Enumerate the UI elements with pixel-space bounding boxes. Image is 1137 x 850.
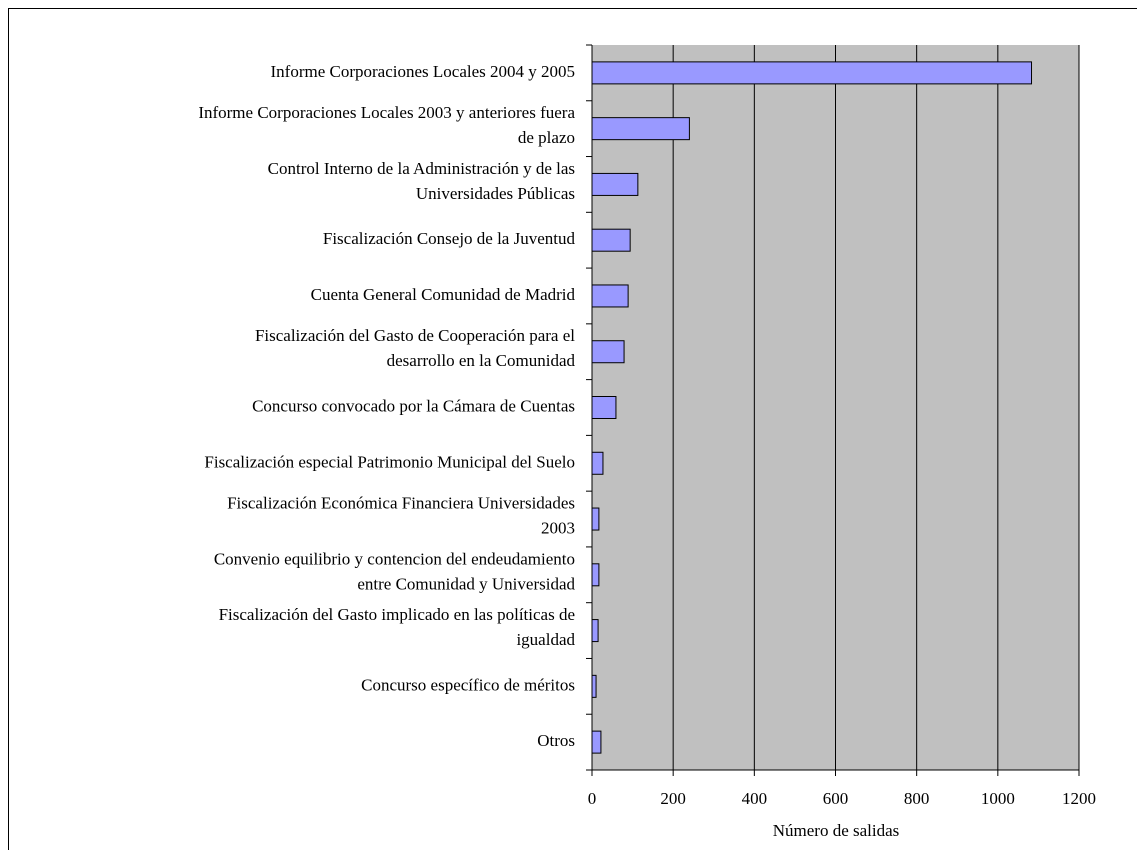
y-tick-label: Convenio equilibrio y contencion del end… [214, 549, 576, 593]
bar [591, 451, 604, 475]
bar [591, 730, 602, 754]
x-tick-label: 400 [742, 789, 768, 808]
x-tick-label: 0 [588, 789, 597, 808]
y-tick-label: Otros [537, 731, 575, 750]
y-tick-label: Cuenta General Comunidad de Madrid [311, 285, 576, 304]
bar [591, 674, 597, 698]
x-tick-label: 800 [904, 789, 930, 808]
y-tick-label: Fiscalización Consejo de la Juventud [323, 229, 576, 248]
y-tick-label: Fiscalización Económica Financiera Unive… [227, 493, 575, 537]
bar [591, 619, 599, 643]
bar [591, 61, 1033, 85]
x-tick-label: 1000 [981, 789, 1015, 808]
y-tick-label: Fiscalización del Gasto de Cooperación p… [255, 326, 576, 370]
bar [591, 117, 690, 141]
y-tick-label: Control Interno de la Administración y d… [268, 159, 575, 203]
x-axis-title: Número de salidas [773, 821, 900, 840]
bar [591, 172, 639, 196]
bar [591, 396, 617, 419]
bar [591, 228, 631, 252]
bar [591, 340, 625, 364]
y-tick-label: Concurso convocado por la Cámara de Cuen… [252, 396, 575, 415]
y-tick-label: Concurso específico de méritos [361, 675, 575, 694]
frame [8, 8, 1137, 850]
x-tick-label: 200 [660, 789, 686, 808]
x-tick-label: 1200 [1062, 789, 1096, 808]
bar [591, 284, 629, 308]
y-tick-label: Fiscalización del Gasto implicado en las… [219, 605, 576, 649]
bar [591, 563, 600, 587]
y-tick-label: Informe Corporaciones Locales 2004 y 200… [271, 62, 576, 81]
bar [591, 507, 600, 531]
y-tick-label: Fiscalización especial Patrimonio Munici… [204, 452, 575, 471]
y-tick-label: Informe Corporaciones Locales 2003 y ant… [198, 103, 575, 147]
x-tick-label: 600 [823, 789, 849, 808]
